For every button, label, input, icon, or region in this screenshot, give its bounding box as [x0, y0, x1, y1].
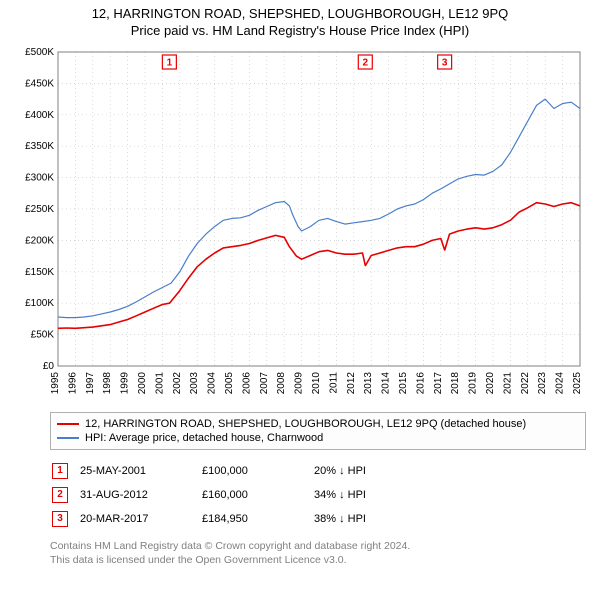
x-tick-label: 2007: [259, 372, 270, 395]
x-tick-label: 2022: [520, 372, 531, 395]
sale-date: 20-MAR-2017: [80, 508, 200, 530]
x-tick-label: 1997: [85, 372, 96, 395]
y-tick-label: £100K: [25, 298, 54, 309]
legend-row: HPI: Average price, detached house, Char…: [57, 431, 579, 445]
sale-price: £160,000: [202, 484, 312, 506]
sale-date: 31-AUG-2012: [80, 484, 200, 506]
x-tick-label: 2004: [207, 372, 218, 395]
chart-marker-label: 2: [363, 58, 369, 69]
sale-delta: 38% ↓ HPI: [314, 508, 376, 530]
chart-marker-label: 3: [442, 58, 448, 69]
x-tick-label: 2020: [485, 372, 496, 395]
y-tick-label: £350K: [25, 141, 54, 152]
x-tick-label: 2009: [294, 372, 305, 395]
x-tick-label: 2021: [502, 372, 513, 395]
x-tick-label: 2017: [433, 372, 444, 395]
y-tick-label: £400K: [25, 110, 54, 121]
sale-delta: 34% ↓ HPI: [314, 484, 376, 506]
y-tick-label: £0: [43, 361, 55, 372]
x-tick-label: 2024: [555, 372, 566, 395]
x-tick-label: 1999: [120, 372, 131, 395]
x-tick-label: 2013: [363, 372, 374, 395]
x-tick-label: 2008: [276, 372, 287, 395]
title-main: 12, HARRINGTON ROAD, SHEPSHED, LOUGHBORO…: [0, 6, 600, 21]
legend-label: HPI: Average price, detached house, Char…: [85, 432, 323, 444]
x-tick-label: 2005: [224, 372, 235, 395]
x-tick-label: 2006: [241, 372, 252, 395]
y-tick-label: £200K: [25, 235, 54, 246]
x-tick-label: 2012: [346, 372, 357, 395]
sale-date: 25-MAY-2001: [80, 460, 200, 482]
sale-price: £100,000: [202, 460, 312, 482]
x-tick-label: 2010: [311, 372, 322, 395]
sale-delta: 20% ↓ HPI: [314, 460, 376, 482]
x-tick-label: 2018: [450, 372, 461, 395]
sale-price: £184,950: [202, 508, 312, 530]
legend-label: 12, HARRINGTON ROAD, SHEPSHED, LOUGHBORO…: [85, 418, 526, 430]
legend-swatch: [57, 423, 79, 425]
y-tick-label: £450K: [25, 78, 54, 89]
y-tick-label: £50K: [31, 330, 55, 341]
sales-row: 3 20-MAR-2017£184,95038% ↓ HPI: [52, 508, 376, 530]
y-tick-label: £500K: [25, 47, 54, 58]
sale-marker: 2: [52, 487, 68, 503]
x-tick-label: 1995: [50, 372, 61, 395]
sales-table: 1 25-MAY-2001£100,00020% ↓ HPI 2 31-AUG-201…: [50, 458, 378, 532]
x-tick-label: 2001: [154, 372, 165, 395]
x-tick-label: 2019: [468, 372, 479, 395]
x-tick-label: 2000: [137, 372, 148, 395]
chart-area: £0 £50K £100K £150K £200K £250K £300K £350K £400…: [12, 46, 588, 406]
x-tick-label: 2025: [572, 372, 583, 395]
sales-row: 2 31-AUG-2012£160,00034% ↓ HPI: [52, 484, 376, 506]
legend-swatch: [57, 437, 79, 439]
legend-row: 12, HARRINGTON ROAD, SHEPSHED, LOUGHBORO…: [57, 417, 579, 431]
footer-line: Contains HM Land Registry data © Crown c…: [50, 540, 586, 554]
x-tick-label: 2016: [415, 372, 426, 395]
x-tick-label: 2002: [172, 372, 183, 395]
x-tick-label: 2015: [398, 372, 409, 395]
chart-marker-label: 1: [167, 58, 173, 69]
x-tick-label: 2023: [537, 372, 548, 395]
chart-svg: £0 £50K £100K £150K £200K £250K £300K £350K £400…: [12, 46, 588, 406]
x-tick-label: 1996: [67, 372, 78, 395]
legend: 12, HARRINGTON ROAD, SHEPSHED, LOUGHBORO…: [50, 412, 586, 450]
y-tick-label: £150K: [25, 267, 54, 278]
x-tick-label: 2003: [189, 372, 200, 395]
title-sub: Price paid vs. HM Land Registry's House …: [0, 23, 600, 38]
x-tick-label: 2014: [381, 372, 392, 395]
sale-marker: 1: [52, 463, 68, 479]
sales-row: 1 25-MAY-2001£100,00020% ↓ HPI: [52, 460, 376, 482]
footer-line: This data is licensed under the Open Gov…: [50, 554, 586, 568]
chart-container: 12, HARRINGTON ROAD, SHEPSHED, LOUGHBORO…: [0, 0, 600, 590]
titles: 12, HARRINGTON ROAD, SHEPSHED, LOUGHBORO…: [0, 0, 600, 38]
x-tick-label: 2011: [328, 372, 339, 394]
y-tick-label: £300K: [25, 173, 54, 184]
footer: Contains HM Land Registry data © Crown c…: [50, 540, 586, 567]
x-tick-label: 1998: [102, 372, 113, 395]
sale-marker: 3: [52, 511, 68, 527]
y-tick-label: £250K: [25, 204, 54, 215]
